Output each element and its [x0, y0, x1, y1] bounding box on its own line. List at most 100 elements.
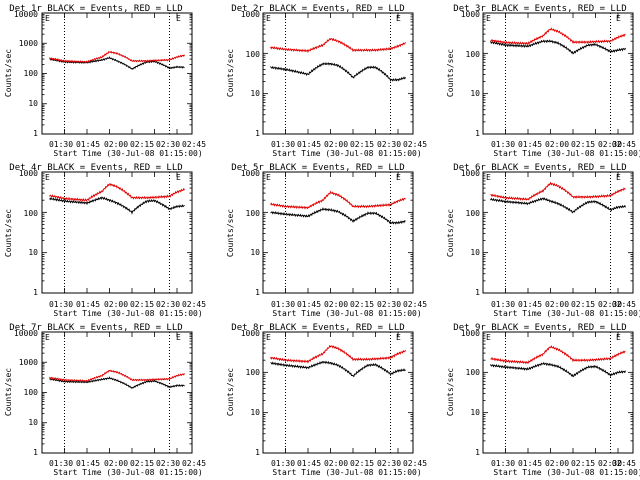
x-tick-labels: 01:30 01:45 02:00 02:15 02:30 02:45	[271, 140, 427, 149]
corner-label-right: E	[396, 333, 401, 342]
x-tick-label: 02:30	[598, 140, 622, 149]
x-tick-labels: 01:30 01:45 02:00 02:15 02:30 02:45	[49, 140, 206, 149]
events-series-line	[49, 56, 185, 70]
y-axis-label: Counts/sec	[446, 368, 455, 416]
x-tick-label: 02:00	[104, 300, 128, 309]
lld-series-line	[49, 50, 185, 64]
x-tick-label: 01:30	[491, 459, 515, 468]
events-series-line	[270, 360, 406, 378]
y-tick-label: 1000	[461, 10, 480, 19]
y-tick-label: 10	[28, 99, 38, 108]
y-tick-labels: 10000 1000 100 10 1	[14, 10, 38, 138]
x-tick-label: 02:00	[545, 300, 569, 309]
panel-title: Det 8r BLACK = Events, RED = LLD	[231, 323, 404, 333]
panel-det-5r: Det 5r BLACK = Events, RED = LLD 1000 10…	[226, 163, 427, 318]
corner-label-right: E	[396, 14, 401, 23]
panel-title: Det 7r BLACK = Events, RED = LLD	[9, 323, 182, 333]
corner-label-left: E	[266, 333, 271, 342]
y-tick-label: 1	[255, 129, 260, 138]
y-tick-label: 1000	[461, 169, 480, 178]
plot-frame	[262, 331, 414, 454]
y-tick-label: 10	[470, 89, 480, 98]
x-tick-label: 02:00	[104, 459, 128, 468]
x-tick-label: 02:45	[612, 459, 636, 468]
corner-label-left: E	[45, 14, 50, 23]
y-tick-label: 1	[475, 129, 480, 138]
y-tick-label: 1000	[461, 329, 480, 338]
y-tick-labels: 1000 100 10 1	[241, 329, 260, 457]
x-tick-label: 02:00	[545, 140, 569, 149]
x-tick-label: 02:15	[571, 140, 595, 149]
x-tick-labels: 01:30 01:45 02:00 02:15 02:30 02:45	[491, 140, 636, 149]
x-tick-label: 02:30	[156, 459, 180, 468]
panel-det-8r: Det 8r BLACK = Events, RED = LLD 1000 10…	[226, 323, 427, 477]
corner-label-right: E	[616, 333, 621, 342]
x-tick-label: 01:45	[518, 300, 542, 309]
x-tick-label: 02:45	[182, 300, 206, 309]
x-tick-label: 02:30	[377, 459, 401, 468]
x-axis-label: Start Time (30-Jul-08 01:15:00)	[272, 149, 421, 158]
lld-series-line	[49, 369, 185, 383]
corner-label-right: E	[616, 14, 621, 23]
x-tick-label: 02:30	[598, 459, 622, 468]
panel-det-7r: Det 7r BLACK = Events, RED = LLD 10000 1…	[4, 323, 206, 477]
events-series-line	[490, 197, 626, 214]
events-series-line	[270, 207, 406, 225]
y-tick-label: 100	[246, 368, 261, 377]
panel-title: Det 3r BLACK = Events, RED = LLD	[453, 4, 626, 14]
panel-det-1r: Det 1r BLACK = Events, RED = LLD 10000 1…	[4, 4, 206, 158]
x-tick-label: 01:45	[518, 459, 542, 468]
x-tick-label: 02:15	[130, 140, 154, 149]
corner-label-left: E	[486, 173, 491, 182]
x-tick-label: 01:45	[297, 459, 321, 468]
y-tick-label: 10	[250, 408, 260, 417]
x-tick-label: 01:45	[297, 140, 321, 149]
y-tick-label: 1	[33, 448, 38, 457]
panel-title: Det 4r BLACK = Events, RED = LLD	[9, 163, 182, 173]
x-axis-label: Start Time (30-Jul-08 01:15:00)	[53, 149, 202, 158]
x-tick-label: 02:00	[324, 140, 348, 149]
corner-label-left: E	[486, 333, 491, 342]
y-tick-label: 1	[255, 448, 260, 457]
y-tick-labels: 1000 100 10 1	[461, 10, 480, 138]
lld-series-line	[270, 37, 406, 54]
plot-frame	[262, 12, 414, 135]
corner-label-left: E	[45, 173, 50, 182]
panel-det-6r: Det 6r BLACK = Events, RED = LLD 1000 10…	[446, 163, 640, 318]
y-axis-label: Counts/sec	[4, 209, 13, 257]
x-tick-label: 02:30	[377, 140, 401, 149]
panel-title: Det 6r BLACK = Events, RED = LLD	[453, 163, 626, 173]
x-tick-label: 02:30	[598, 300, 622, 309]
y-tick-label: 10	[470, 248, 480, 257]
x-tick-label: 02:15	[350, 459, 374, 468]
y-tick-labels: 10000 1000 100 10 1	[14, 329, 38, 457]
x-axis-label: Start Time (30-Jul-08 01:15:00)	[493, 149, 640, 158]
y-tick-label: 100	[246, 209, 261, 218]
y-tick-label: 100	[24, 209, 39, 218]
y-axis-label: Counts/sec	[446, 209, 455, 257]
y-tick-label: 1000	[19, 39, 38, 48]
x-tick-label: 02:45	[403, 459, 427, 468]
panel-title: Det 1r BLACK = Events, RED = LLD	[9, 4, 182, 14]
x-tick-label: 01:45	[76, 300, 100, 309]
events-series-line	[270, 61, 406, 82]
x-axis-label: Start Time (30-Jul-08 01:15:00)	[53, 468, 202, 477]
y-axis-label: Counts/sec	[226, 49, 235, 97]
x-tick-labels: 01:30 01:45 02:00 02:15 02:30 02:45	[491, 300, 636, 309]
x-tick-label: 02:15	[130, 459, 154, 468]
x-tick-label: 01:45	[76, 459, 100, 468]
lld-series-line	[490, 181, 626, 201]
x-tick-label: 02:15	[350, 140, 374, 149]
lld-series-line	[490, 345, 626, 365]
x-tick-label: 02:00	[324, 459, 348, 468]
y-tick-label: 100	[466, 50, 481, 59]
y-tick-label: 1000	[19, 169, 38, 178]
y-tick-labels: 1000 100 10 1	[241, 169, 260, 297]
x-tick-labels: 01:30 01:45 02:00 02:15 02:30 02:45	[491, 459, 636, 468]
x-tick-label: 01:45	[76, 140, 100, 149]
x-tick-label: 01:30	[49, 300, 73, 309]
y-tick-label: 1	[33, 129, 38, 138]
corner-label-left: E	[45, 333, 50, 342]
x-tick-label: 02:45	[182, 140, 206, 149]
